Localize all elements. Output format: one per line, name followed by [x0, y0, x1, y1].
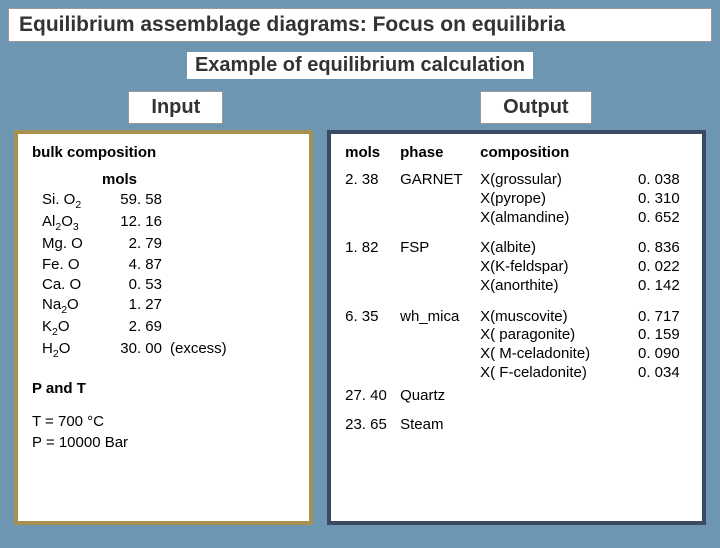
- labels-row: Input Output: [0, 91, 720, 124]
- comp-val: 0. 310: [638, 190, 688, 209]
- phase-mols: 1. 82: [345, 239, 400, 295]
- comp-val: 0. 159: [638, 326, 688, 345]
- oxide-row: Mg. O2. 79: [42, 234, 295, 254]
- phase-mols: 2. 38: [345, 171, 400, 227]
- oxide-row: K2O2. 69: [42, 317, 295, 339]
- phase-name: Quartz: [400, 387, 480, 404]
- input-panel: bulk composition mols Si. O259. 58 Al2O3…: [14, 130, 313, 525]
- comp-val: 0. 038: [638, 171, 688, 190]
- temperature-line: T = 700 °C: [32, 411, 295, 432]
- comp-val: 0. 142: [638, 277, 688, 296]
- page-title: Equilibrium assemblage diagrams: Focus o…: [8, 8, 712, 42]
- comp-name: X(grossular): [480, 171, 638, 190]
- phase-name: GARNET: [400, 171, 480, 227]
- phase-row: 27. 40 Quartz: [345, 387, 688, 404]
- phase-row: 1. 82 FSP X(albite)0. 836 X(K-feldspar)0…: [345, 239, 688, 295]
- comp-name: X(pyrope): [480, 190, 638, 209]
- phase-mols: 27. 40: [345, 387, 400, 404]
- comp-val: 0. 090: [638, 345, 688, 364]
- pt-heading: P and T: [32, 380, 295, 397]
- comp-name: X(almandine): [480, 209, 638, 228]
- mols-col-head: mols: [102, 171, 295, 188]
- comp-name: X(K-feldspar): [480, 258, 638, 277]
- comp-val: 0. 836: [638, 239, 688, 258]
- phase-row: 2. 38 GARNET X(grossular)0. 038 X(pyrope…: [345, 171, 688, 227]
- output-label: Output: [480, 91, 592, 124]
- oxide-row: Si. O259. 58: [42, 190, 295, 212]
- bulk-heading: bulk composition: [32, 144, 295, 161]
- phase-name: wh_mica: [400, 308, 480, 383]
- comp-val: 0. 717: [638, 308, 688, 327]
- comp-name: X( F-celadonite): [480, 364, 638, 383]
- comp-val: 0. 652: [638, 209, 688, 228]
- output-panel: mols phase composition 2. 38 GARNET X(gr…: [327, 130, 706, 525]
- output-header-row: mols phase composition: [345, 144, 688, 161]
- example-subtitle: Example of equilibrium calculation: [187, 52, 533, 79]
- oxide-row: H2O30. 00 (excess): [42, 339, 295, 361]
- oxide-row: Ca. O0. 53: [42, 275, 295, 295]
- comp-val: 0. 034: [638, 364, 688, 383]
- phase-mols: 6. 35: [345, 308, 400, 383]
- comp-name: X(albite): [480, 239, 638, 258]
- phase-name: FSP: [400, 239, 480, 295]
- oxide-row: Na2O1. 27: [42, 295, 295, 317]
- oxide-row: Al2O312. 16: [42, 212, 295, 234]
- phase-mols: 23. 65: [345, 416, 400, 433]
- bulk-table: mols Si. O259. 58 Al2O312. 16 Mg. O2. 79…: [42, 171, 295, 362]
- comp-name: X(muscovite): [480, 308, 638, 327]
- comp-val: 0. 022: [638, 258, 688, 277]
- panels: bulk composition mols Si. O259. 58 Al2O3…: [0, 130, 720, 525]
- comp-name: X( paragonite): [480, 326, 638, 345]
- comp-name: X( M-celadonite): [480, 345, 638, 364]
- col-composition: composition: [480, 144, 688, 161]
- col-phase: phase: [400, 144, 480, 161]
- comp-name: X(anorthite): [480, 277, 638, 296]
- phase-row: 23. 65 Steam: [345, 416, 688, 433]
- oxide-row: Fe. O4. 87: [42, 255, 295, 275]
- col-mols: mols: [345, 144, 400, 161]
- input-label: Input: [128, 91, 223, 124]
- phase-name: Steam: [400, 416, 480, 433]
- phase-row: 6. 35 wh_mica X(muscovite)0. 717 X( para…: [345, 308, 688, 383]
- pressure-line: P = 10000 Bar: [32, 432, 295, 453]
